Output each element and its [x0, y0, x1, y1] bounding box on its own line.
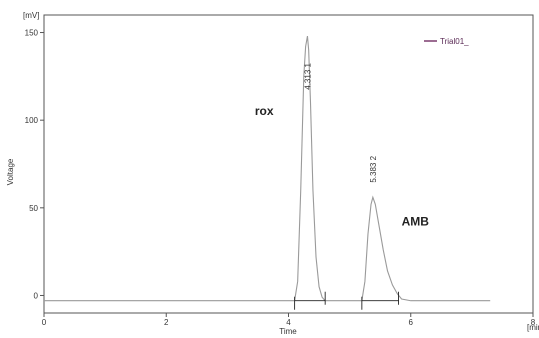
x-axis-label: Time: [279, 327, 297, 336]
x-axis-unit: [min]: [527, 323, 539, 332]
y-tick-label: 100: [25, 116, 39, 125]
x-tick-label: 0: [42, 318, 47, 327]
x-tick-label: 6: [409, 318, 414, 327]
x-tick-label: 8: [531, 318, 536, 327]
legend: Trial01_: [424, 37, 469, 46]
peak-annotation: AMB: [402, 214, 430, 228]
peak-label: 4.313 1: [304, 63, 313, 90]
y-tick-label: 0: [34, 291, 39, 300]
y-tick-label: 50: [29, 204, 38, 213]
peak-annotation: rox: [255, 104, 274, 118]
legend-entry: Trial01_: [440, 37, 469, 46]
y-axis-unit: [mV]: [23, 11, 39, 20]
peak-label: 5.383 2: [369, 155, 378, 182]
x-tick-label: 2: [164, 318, 169, 327]
y-tick-label: 150: [25, 29, 39, 38]
x-tick-label: 4: [286, 318, 291, 327]
y-axis-label: Voltage: [6, 158, 15, 185]
